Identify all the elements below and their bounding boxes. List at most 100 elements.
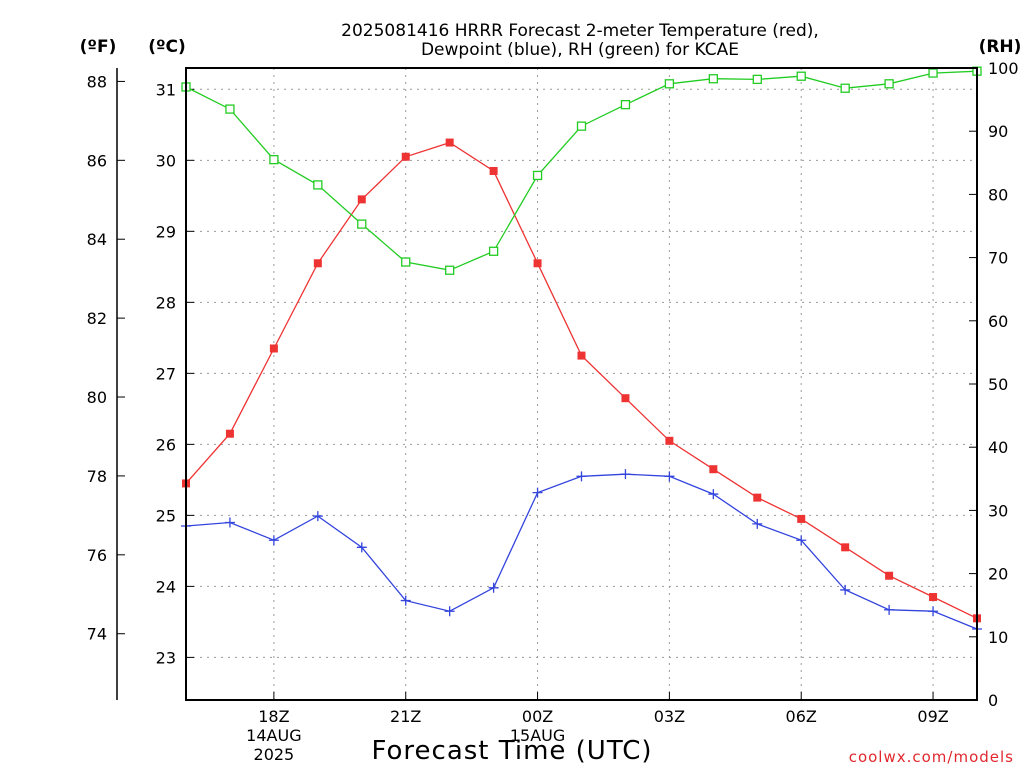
x-tick-label-24-0: 00Z <box>522 707 553 726</box>
fahrenheit-tick-label-80: 80 <box>87 388 107 407</box>
celsius-unit-label: (ºC) <box>148 37 186 57</box>
dewpoint-point-18 <box>268 535 279 546</box>
rh-tick-label-10: 10 <box>988 628 1008 647</box>
x-tick-label-18-1: 14AUG <box>246 726 301 745</box>
fahrenheit-tick-label-76: 76 <box>87 546 107 565</box>
dewpoint-point-33 <box>928 606 939 617</box>
rh-tick-label-0: 0 <box>988 691 998 710</box>
rh-axis: 0 10 20 30 40 50 60 70 80 90 100 <box>969 59 1019 710</box>
series-layer <box>181 66 982 634</box>
fahrenheit-tick-label-86: 86 <box>87 151 107 170</box>
fahrenheit-axis: 74 76 78 80 82 84 86 88 <box>87 68 125 700</box>
temperature-point-23 <box>489 166 498 175</box>
celsius-tick-label-28: 28 <box>156 293 176 312</box>
x-tick-label-33-0: 09Z <box>917 707 948 726</box>
rh-point-19 <box>313 180 323 190</box>
dewpoint-point-24 <box>532 487 543 498</box>
rh-point-29 <box>752 74 762 85</box>
x-tick-label-30-0: 06Z <box>786 707 817 726</box>
rh-tick-label-70: 70 <box>988 249 1008 268</box>
temperature-point-30 <box>797 514 806 523</box>
rh-point-31 <box>840 83 850 93</box>
dewpoint-point-28 <box>708 489 719 500</box>
dewpoint-point-30 <box>796 535 807 546</box>
credit-label: coolwx.com/models <box>849 748 1014 766</box>
fahrenheit-unit-label: (ºF) <box>80 37 117 57</box>
fahrenheit-tick-label-88: 88 <box>87 72 107 91</box>
x-tick-label-18-0: 18Z <box>258 707 289 726</box>
rh-point-25 <box>576 121 587 131</box>
celsius-tick-label-26: 26 <box>156 435 176 454</box>
rh-tick-label-90: 90 <box>988 122 1008 141</box>
temperature-point-28 <box>709 465 718 474</box>
rh-point-17 <box>225 104 235 114</box>
x-axis-title: Forecast Time (UTC) <box>371 736 652 766</box>
temperature-point-20 <box>357 195 366 204</box>
rh-line <box>185 70 978 271</box>
temperature-point-27 <box>665 436 674 445</box>
rh-point-18 <box>269 154 279 165</box>
dewpoint-point-32 <box>884 604 895 615</box>
celsius-tick-label-30: 30 <box>156 151 176 170</box>
temperature-point-29 <box>753 493 762 502</box>
fahrenheit-tick-label-82: 82 <box>87 309 107 328</box>
rh-tick-label-100: 100 <box>988 59 1019 78</box>
rh-point-22 <box>445 265 455 275</box>
temperature-point-32 <box>885 571 894 580</box>
rh-point-21 <box>401 257 411 267</box>
temperature-point-18 <box>269 344 278 353</box>
celsius-tick-label-27: 27 <box>156 364 176 383</box>
dewpoint-point-26 <box>620 469 631 480</box>
dewpoint-point-17 <box>224 517 235 528</box>
dewpoint-point-25 <box>576 471 587 482</box>
dewpoint-point-19 <box>312 511 323 522</box>
rh-tick-label-80: 80 <box>988 185 1008 204</box>
chart-title-line-1: 2025081416 HRRR Forecast 2-meter Tempera… <box>341 21 819 41</box>
rh-point-20 <box>357 219 367 229</box>
rh-unit-label: (RH) <box>979 37 1022 57</box>
chart-title-line-2: Dewpoint (blue), RH (green) for KCAE <box>421 40 739 60</box>
dewpoint-point-23 <box>488 582 499 593</box>
rh-point-32 <box>884 79 894 89</box>
celsius-tick-label-31: 31 <box>156 80 176 99</box>
rh-point-24 <box>532 170 543 181</box>
rh-tick-label-30: 30 <box>988 501 1008 520</box>
celsius-tick-label-29: 29 <box>156 222 176 241</box>
temperature-point-19 <box>313 259 322 268</box>
dewpoint-point-21 <box>400 595 411 606</box>
dewpoint-point-22 <box>444 606 455 617</box>
celsius-tick-label-24: 24 <box>156 577 176 596</box>
rh-point-26 <box>620 100 631 110</box>
celsius-tick-label-23: 23 <box>156 648 176 667</box>
rh-tick-label-50: 50 <box>988 375 1008 394</box>
temperature-point-21 <box>401 152 410 161</box>
temperature-point-17 <box>225 429 234 438</box>
temperature-point-31 <box>841 543 850 552</box>
x-tick-label-21-0: 21Z <box>390 707 421 726</box>
rh-point-23 <box>488 246 499 256</box>
dewpoint-point-31 <box>840 584 851 595</box>
rh-tick-label-20: 20 <box>988 565 1008 584</box>
x-tick-label-27-0: 03Z <box>654 707 685 726</box>
rh-tick-label-60: 60 <box>988 312 1008 331</box>
rh-tick-label-40: 40 <box>988 438 1008 457</box>
rh-point-33 <box>928 68 938 78</box>
x-tick-label-24-1: 15AUG <box>510 726 565 745</box>
rh-point-27 <box>664 79 675 89</box>
celsius-tick-label-25: 25 <box>156 506 176 525</box>
temperature-point-25 <box>577 351 586 360</box>
dewpoint-point-27 <box>664 471 675 482</box>
fahrenheit-tick-label-78: 78 <box>87 467 107 486</box>
temperature-point-33 <box>929 593 938 602</box>
plot-frame <box>185 67 978 701</box>
dewpoint-line <box>185 473 978 630</box>
rh-point-28 <box>708 74 718 84</box>
fahrenheit-tick-label-74: 74 <box>87 625 107 644</box>
dewpoint-point-20 <box>356 542 367 553</box>
grid-lines <box>186 68 977 700</box>
temperature-point-24 <box>533 259 542 268</box>
temperature-point-26 <box>621 394 630 403</box>
celsius-axis: 23 24 25 26 27 28 29 30 31 <box>156 80 194 667</box>
